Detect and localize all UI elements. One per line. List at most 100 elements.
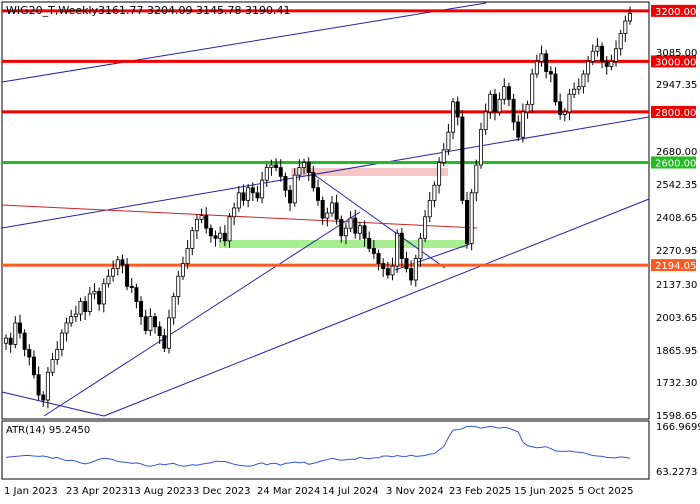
candle-body — [283, 175, 288, 191]
price-tick: 1732.30 — [656, 378, 697, 389]
candle-body — [506, 86, 511, 100]
candle-body — [269, 164, 274, 168]
price-level-label: 2600.00 — [655, 158, 696, 169]
candle-body — [246, 187, 251, 201]
candle-body — [134, 287, 139, 302]
candle-body — [544, 53, 549, 72]
regression-line[interactable] — [1, 204, 478, 229]
candle-body — [413, 258, 418, 281]
candle-body — [139, 301, 144, 318]
candle-body — [36, 374, 41, 396]
candle-body — [148, 316, 153, 331]
candle-body — [511, 98, 516, 123]
candle-body — [488, 93, 493, 113]
candle-body — [465, 199, 470, 244]
candle-body — [241, 192, 246, 201]
candle-body — [595, 45, 600, 52]
candle-body — [232, 207, 237, 218]
candle-body — [27, 349, 32, 358]
candle-body — [69, 316, 74, 324]
candle-body — [255, 192, 260, 199]
candle-body — [600, 45, 605, 62]
candle-body — [31, 356, 36, 376]
lower-left-trendline[interactable] — [1, 391, 105, 417]
candle-body — [437, 162, 442, 186]
ascending-channel-line[interactable] — [43, 211, 361, 417]
candle-body — [502, 86, 507, 100]
candle-body — [530, 73, 535, 105]
long-support-trendline[interactable] — [103, 198, 650, 417]
candle-body — [558, 101, 563, 115]
candle-body — [45, 371, 50, 401]
price-level-tag — [651, 259, 696, 272]
candle-body — [190, 230, 195, 249]
candle-body — [339, 218, 344, 237]
candle-body — [604, 60, 609, 67]
candle-body — [483, 111, 488, 131]
candle-body — [278, 167, 283, 177]
ohlc-values: 3161.77 3204.09 3145.78 3190.41 — [98, 4, 290, 17]
candle-body — [497, 98, 502, 113]
mid-channel-trendline[interactable] — [1, 116, 650, 229]
candle-body — [623, 20, 628, 34]
candle-body — [441, 149, 446, 163]
candle-body — [572, 88, 577, 95]
main-chart-frame[interactable] — [1, 1, 650, 420]
candle-body — [399, 232, 404, 259]
support-zone — [219, 240, 466, 248]
candle-body — [92, 290, 97, 295]
upper-channel-trendline[interactable] — [1, 2, 487, 83]
candle-body — [8, 337, 13, 345]
resistance-zone — [291, 168, 448, 176]
price-tick: 2542.35 — [656, 180, 697, 191]
price-level-tag — [651, 55, 696, 68]
candle-body — [343, 227, 348, 237]
candle-body — [274, 164, 279, 168]
candle-body — [213, 235, 218, 239]
price-level-label: 2800.00 — [655, 108, 696, 119]
candle-body — [171, 296, 176, 319]
time-tick: 3 Nov 2024 — [386, 486, 444, 497]
candle-body — [250, 187, 255, 194]
candle-body — [357, 225, 362, 234]
candle-body — [460, 116, 465, 201]
atr-subwindow-frame[interactable] — [1, 420, 650, 480]
candle-body — [120, 259, 125, 266]
atr-label: ATR(14) 95.2450 — [6, 425, 90, 436]
candle-body — [162, 335, 167, 349]
candle-body — [371, 248, 376, 254]
candle-body — [390, 265, 395, 276]
candle-body — [264, 167, 269, 181]
price-tick: 2408.65 — [656, 213, 697, 224]
candle-body — [395, 232, 400, 267]
candle-body — [334, 202, 339, 220]
candle-body — [306, 162, 311, 173]
candle-body — [432, 184, 437, 201]
candle-body — [520, 111, 525, 138]
price-level-tag — [651, 156, 696, 169]
candle-body — [292, 174, 297, 204]
candle-body — [97, 290, 102, 305]
candle-body — [576, 86, 581, 90]
price-tick: 2003.65 — [656, 313, 697, 324]
candle-body — [315, 187, 320, 201]
price-level-label: 3200.00 — [655, 7, 696, 18]
candle-body — [73, 313, 78, 318]
price-tick: 3085.00 — [656, 48, 697, 59]
candle-body — [590, 50, 595, 62]
candle-body — [548, 71, 553, 75]
candle-body — [362, 225, 367, 239]
candle-body — [534, 60, 539, 75]
candle-body — [418, 237, 423, 259]
candle-body — [325, 212, 330, 219]
time-tick: 23 Apr 2023 — [66, 486, 128, 497]
time-tick: 5 Oct 2025 — [578, 486, 633, 497]
price-levels[interactable]: 3200.00 3000.00 2800.00 2600.00 2194.05 — [2, 4, 696, 272]
candle-body — [381, 263, 386, 270]
candle-body — [115, 259, 120, 270]
candle-body — [4, 337, 9, 344]
candle-body — [204, 215, 209, 229]
candle-body — [218, 232, 223, 239]
